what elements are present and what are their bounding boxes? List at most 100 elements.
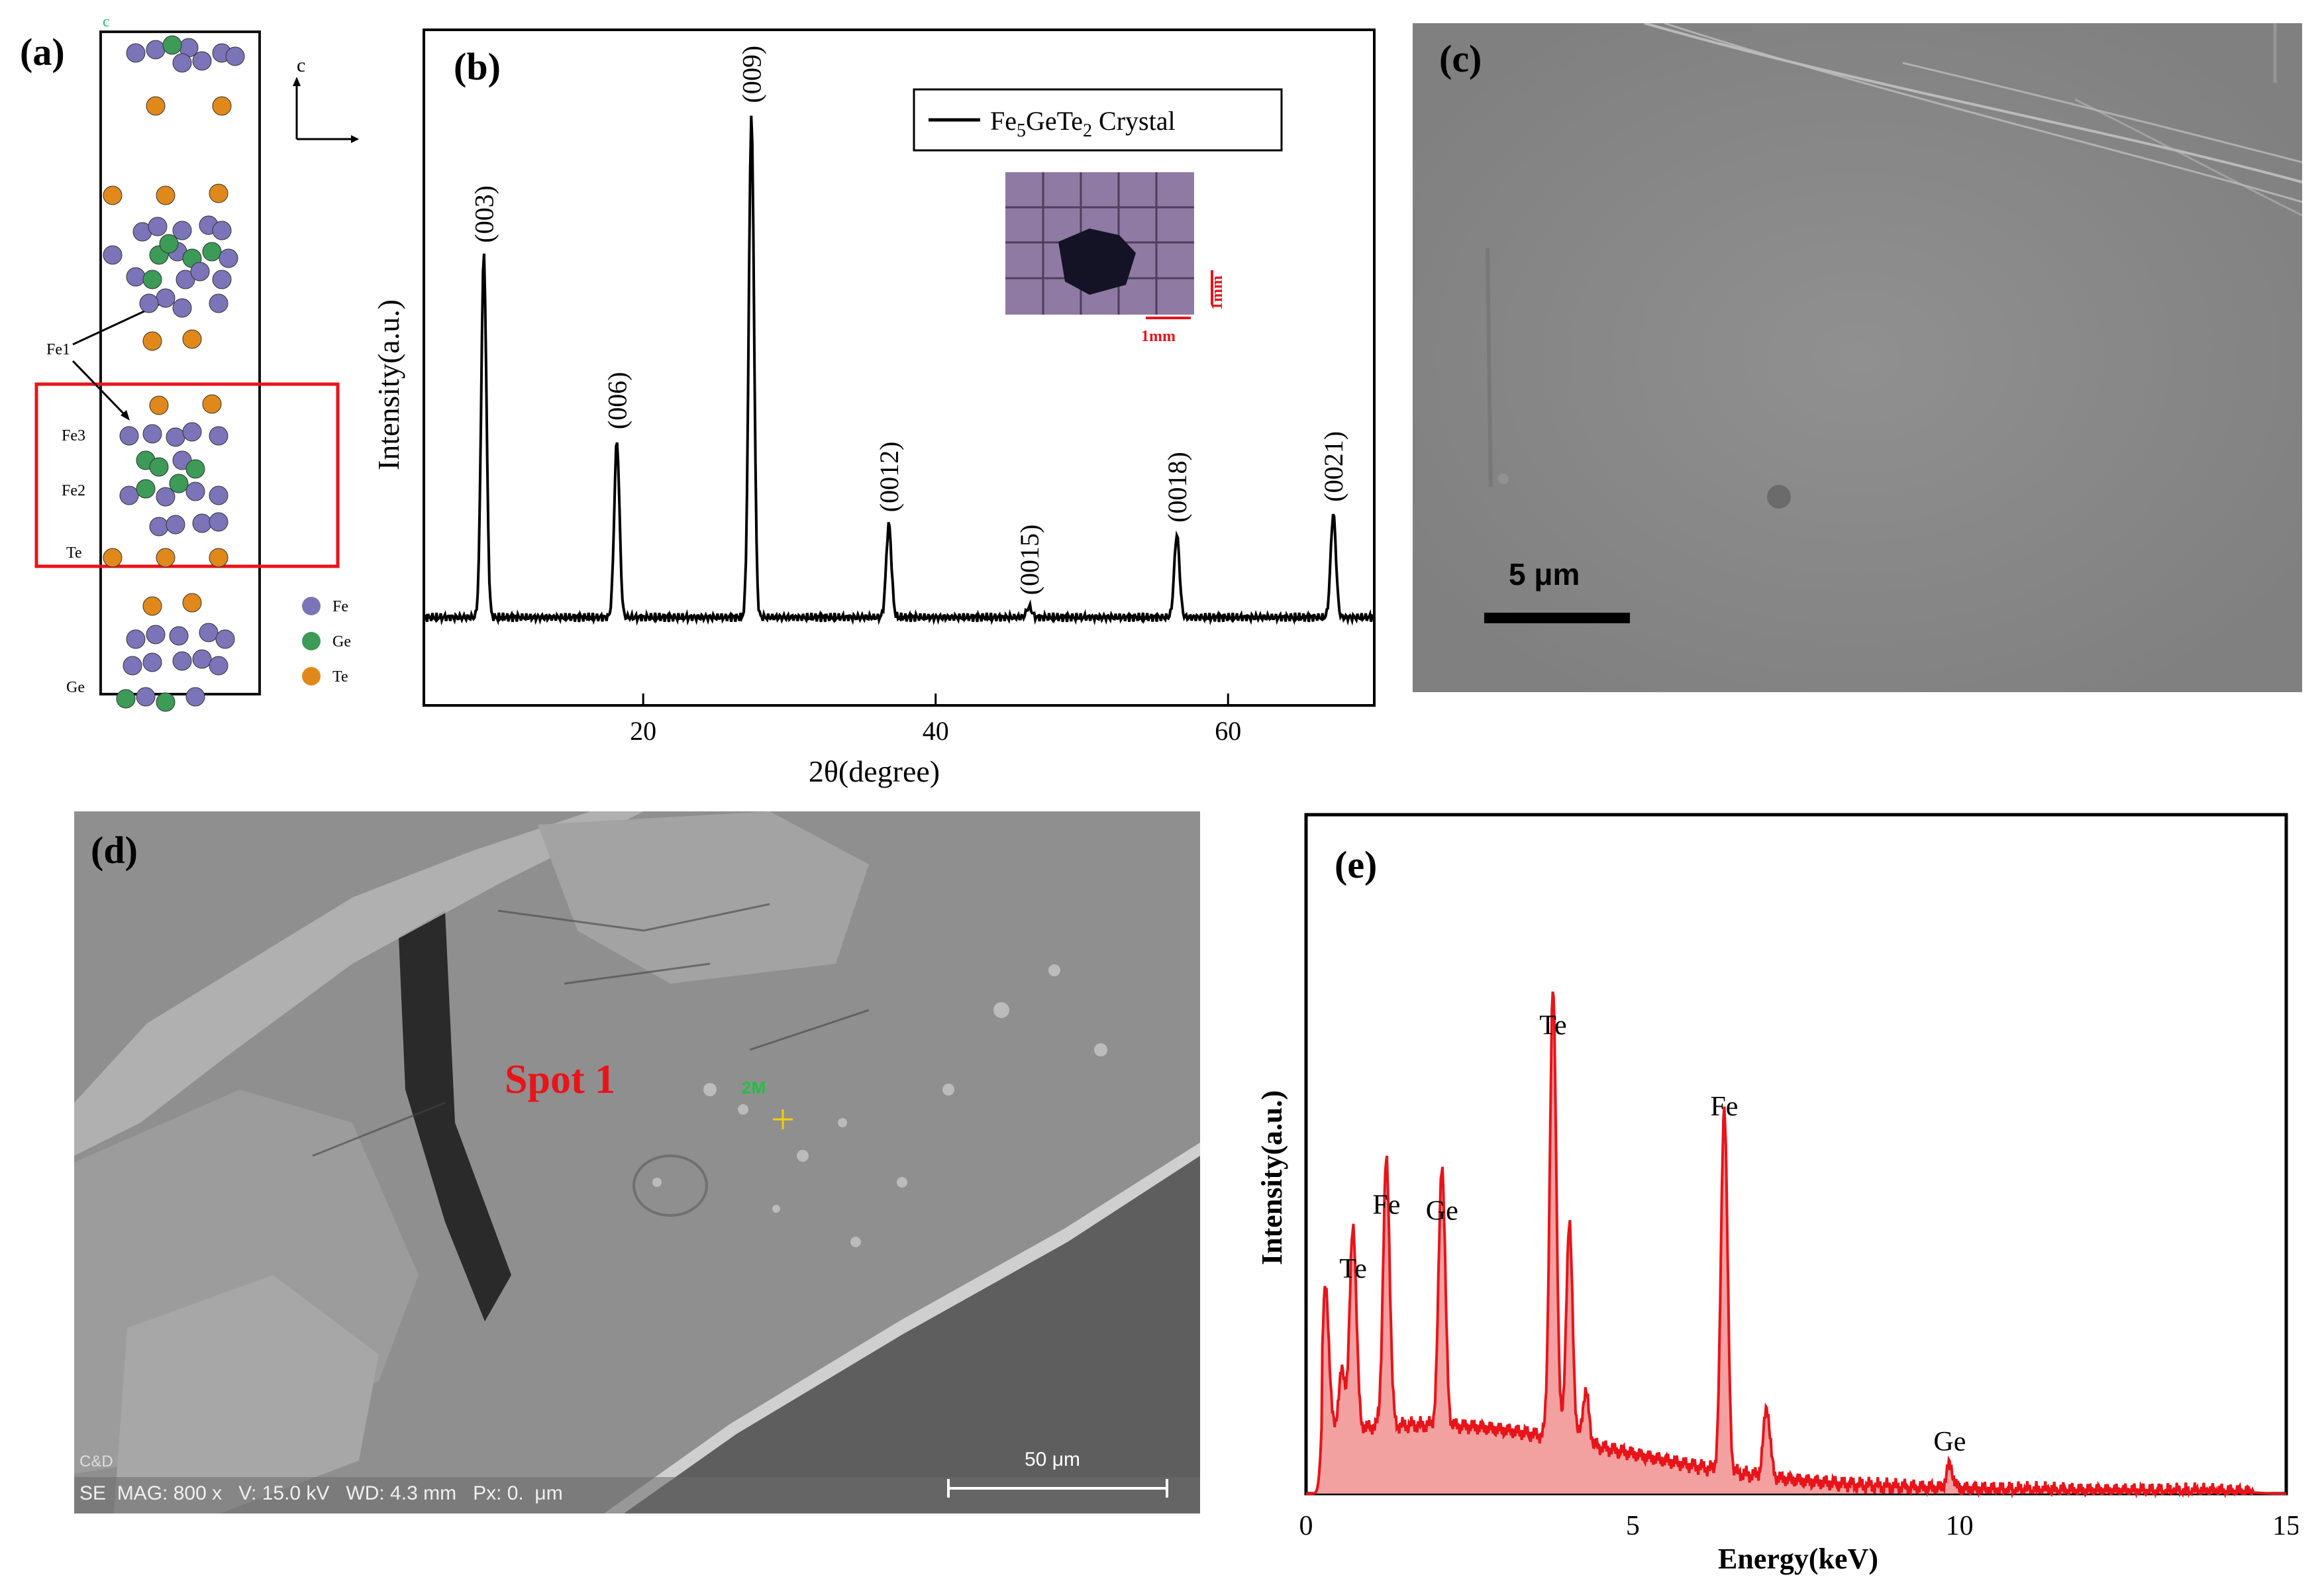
atom [149, 457, 169, 477]
sem-c-scale-label: 5 μm [1509, 557, 1580, 591]
spot-marker: 2M [742, 1078, 766, 1098]
atoms [103, 35, 245, 712]
atom [119, 426, 139, 446]
xrd-peak-label: (006) [602, 372, 632, 429]
atom [136, 687, 156, 707]
atom [209, 426, 228, 446]
xrd-xlabel: 2θ(degree) [809, 754, 940, 788]
atom [209, 512, 228, 532]
eds-peak-label: Ge [1933, 1427, 1966, 1457]
crystal-structure: c c Fe1 Fe3 Fe2 Te Ge Fe Ge Te [34, 13, 359, 712]
atom [149, 395, 169, 415]
atom [209, 548, 228, 568]
sem-image-d: (d) Spot 1 2M 50 μm C&D SE MAG: 800 x V:… [74, 811, 1200, 1513]
atom [103, 245, 123, 265]
xrd-tick-label: 20 [630, 716, 656, 746]
atom [146, 40, 166, 60]
xrd-peak-label: (0015) [1015, 525, 1044, 595]
atom [185, 482, 205, 501]
xrd-peak-label: (009) [737, 46, 767, 103]
atom [202, 394, 222, 414]
atom [212, 221, 232, 240]
atom [123, 656, 142, 676]
atom [225, 46, 245, 66]
atom-legend: Fe Ge Te [302, 597, 351, 686]
xrd-chart: (b) Intensity(a.u.) 2θ(degree) 20 40 60 (0… [372, 28, 1376, 788]
atom [146, 96, 166, 116]
site-label-te: Te [66, 544, 82, 562]
atom [149, 517, 169, 537]
atom [156, 288, 176, 308]
eds-ylabel: Intensity(a.u.) [1256, 1090, 1288, 1265]
spot-label: Spot 1 [505, 1057, 616, 1102]
atom [162, 35, 182, 55]
atom [142, 652, 162, 672]
xrd-peak-label: (0021) [1319, 431, 1348, 502]
atom [192, 513, 212, 533]
atom [169, 474, 189, 493]
atom [182, 329, 202, 349]
site-label-fe3: Fe3 [62, 427, 85, 444]
axis-c-label-top: c [103, 13, 110, 30]
eds-peak-label: Ge [1426, 1196, 1458, 1226]
atom [192, 51, 212, 71]
legend-te: Te [332, 668, 348, 686]
site-label-fe1: Fe1 [46, 341, 70, 358]
atom [212, 270, 232, 289]
panel-label-e: (e) [1335, 843, 1377, 886]
atom [166, 515, 185, 535]
atom [209, 183, 228, 203]
xrd-ylabel: Intensity(a.u.) [372, 299, 405, 470]
atom [172, 221, 192, 240]
atom [156, 185, 176, 205]
atom [185, 687, 205, 707]
atom [166, 427, 185, 447]
inset-scale-y: 1mm [1209, 276, 1226, 310]
eds-tick-label: 0 [1299, 1511, 1313, 1541]
atom [119, 486, 139, 505]
atom [139, 293, 159, 313]
atom [172, 53, 192, 73]
atom [185, 459, 205, 479]
xrd-peak-label: (0012) [874, 442, 904, 513]
panel-label-b: (b) [454, 45, 501, 88]
atom [103, 185, 123, 205]
eds-peak-labels: Te Fe Ge Te Fe Ge [1339, 1010, 1966, 1457]
sem-d-info-bar: SE MAG: 800 x V: 15.0 kV WD: 4.3 mm Px: … [79, 1482, 563, 1504]
panel-label-c: (c) [1439, 37, 1482, 80]
atom [212, 96, 232, 116]
atom [126, 43, 146, 63]
atom [190, 262, 210, 282]
atom [156, 692, 176, 712]
panel-label-d: (d) [91, 829, 138, 872]
sem-d-scale-label: 50 μm [1025, 1449, 1080, 1470]
crystal-sample [1058, 229, 1136, 295]
atom [142, 424, 162, 444]
atom [169, 626, 189, 646]
xrd-tick-label: 40 [923, 716, 949, 746]
legend-ge: Ge [332, 633, 351, 650]
eds-tick-label: 10 [1946, 1511, 1974, 1541]
xrd-legend-text: Fe5GeTe2 Crystal [990, 106, 1176, 141]
atom [172, 298, 192, 318]
eds-chart: (e) Intensity(a.u.) Energy(keV) 0 5 10 15 T… [1256, 813, 2298, 1575]
sem-d-corner-text: C&D [79, 1453, 113, 1470]
eds-tick-label: 15 [2272, 1511, 2298, 1541]
panel-label-a: (a) [20, 30, 65, 74]
eds-peak-label: Te [1539, 1010, 1566, 1041]
atom [172, 651, 192, 671]
site-label-ge: Ge [66, 679, 85, 696]
atom [126, 629, 146, 649]
xrd-legend: Fe5GeTe2 Crystal [913, 88, 1283, 152]
atom [209, 656, 228, 676]
eds-x-axis: 0 5 10 15 [1299, 1483, 2298, 1541]
atom [219, 248, 238, 268]
atom [202, 242, 222, 262]
xrd-series-line [423, 115, 1376, 626]
sem-image-c: (c) 5 μm [1413, 23, 2302, 692]
atom [199, 623, 219, 642]
atom [142, 331, 162, 351]
atom [116, 689, 136, 709]
xrd-peak-labels: (003) (006) (009) (0012) (0015) (0018) (0021) [470, 46, 1349, 595]
atom [156, 487, 176, 507]
